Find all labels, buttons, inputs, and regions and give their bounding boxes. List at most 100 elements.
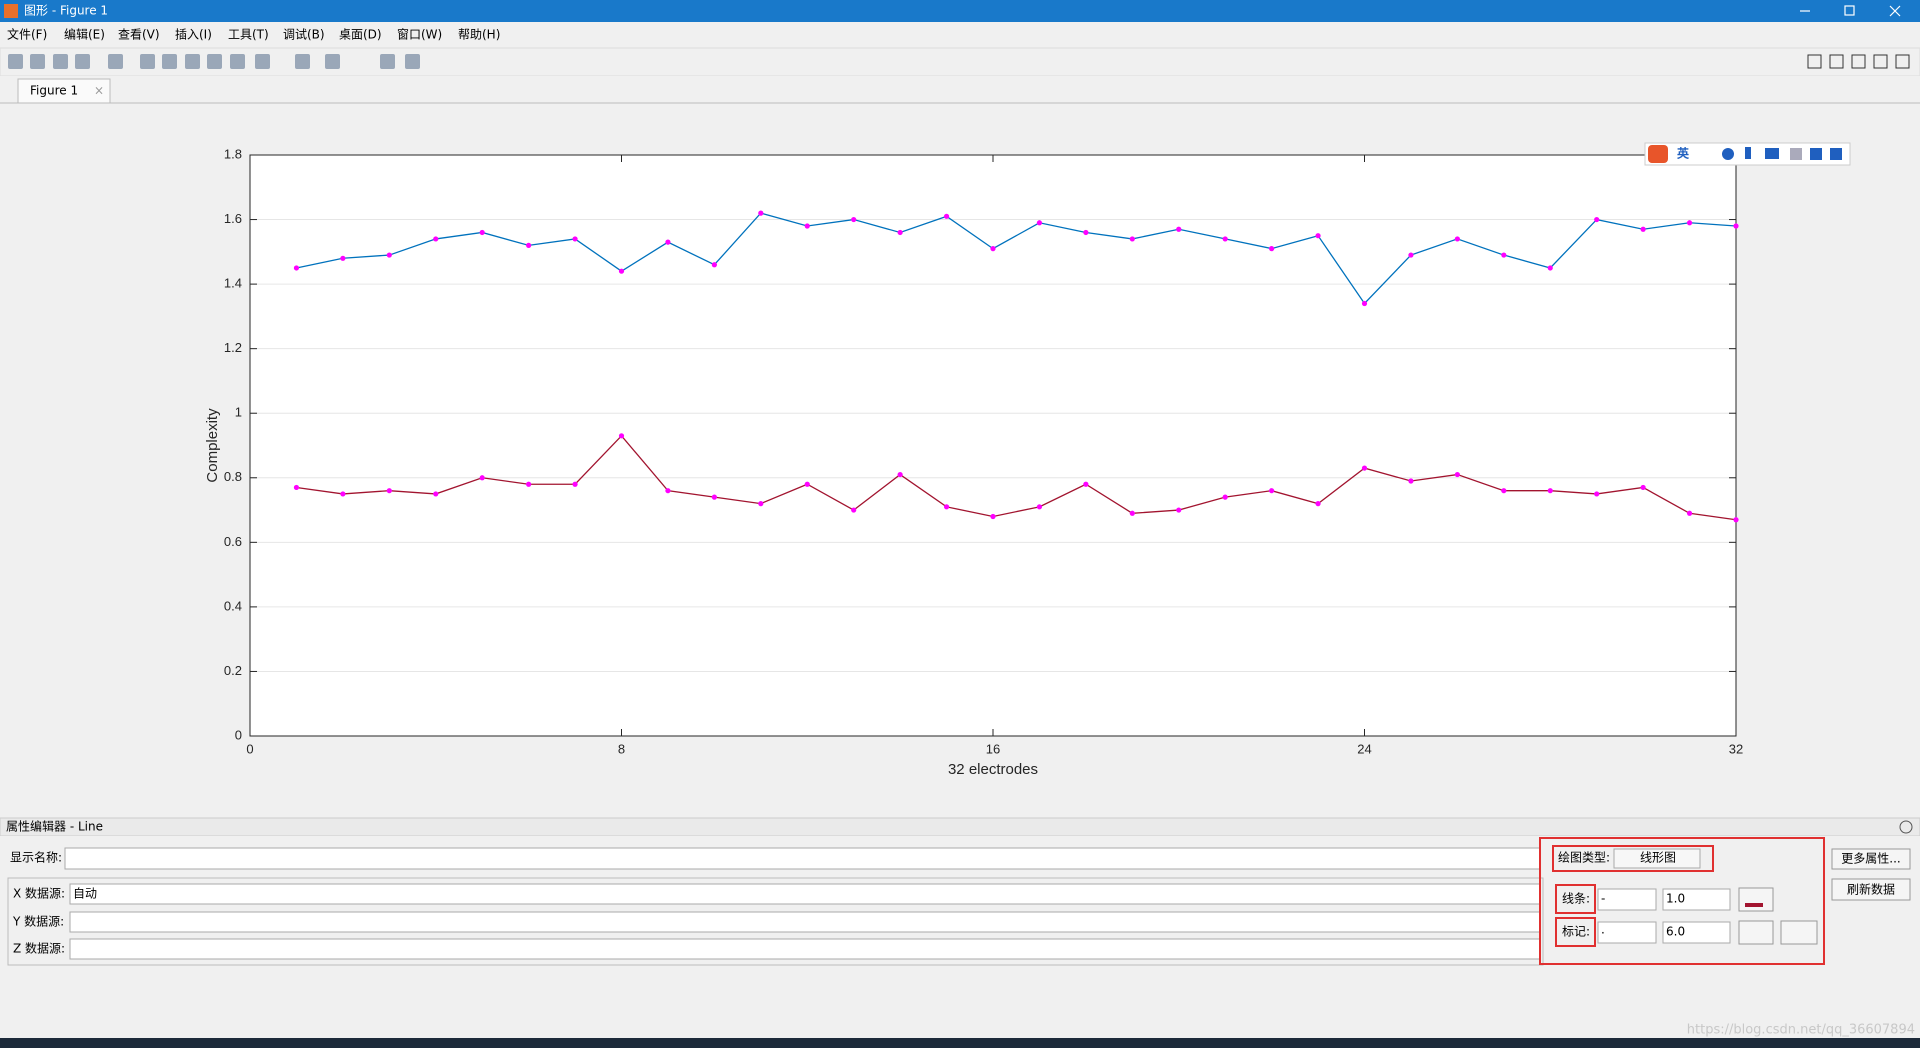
toolbar-button[interactable] (162, 54, 177, 69)
toolbar-button[interactable] (185, 54, 200, 69)
data-point (1269, 488, 1275, 494)
data-point (1222, 236, 1228, 242)
line-width-value: 1.0 (1666, 892, 1685, 906)
data-point (1176, 226, 1182, 232)
toolbar (0, 47, 1920, 77)
data-point (479, 475, 485, 481)
x-axis-label: 32 electrodes (948, 761, 1038, 778)
z-source-input[interactable] (69, 938, 1541, 960)
marker-style-value: . (1601, 923, 1605, 937)
ime-language[interactable]: 英 (1677, 146, 1690, 161)
plot-type-value: 线形图 (1640, 851, 1676, 865)
data-point (340, 255, 346, 261)
toolbar-button[interactable] (405, 54, 420, 69)
x-source-input[interactable] (69, 883, 1541, 905)
tab-label: Figure 1 (30, 84, 78, 98)
display-name-input[interactable] (64, 847, 1541, 870)
x-source-value: 自动 (73, 887, 97, 901)
z-source-label: Z 数据源: (13, 941, 65, 956)
data-point (804, 481, 810, 487)
data-point (897, 471, 903, 478)
marker-style-dropdown[interactable] (1597, 921, 1657, 944)
data-point (1269, 246, 1275, 252)
data-point (943, 504, 950, 510)
window-controls[interactable] (1800, 5, 1901, 17)
toolbar-button[interactable] (53, 54, 68, 69)
data-point (1454, 471, 1460, 478)
menu-item[interactable]: 调试(B) (283, 27, 325, 42)
data-point (526, 242, 532, 248)
data-point (1315, 233, 1321, 239)
toolbar-button[interactable] (380, 54, 395, 69)
data-point (1361, 465, 1368, 471)
y-source-label: Y 数据源: (12, 914, 64, 929)
menu-item[interactable]: 窗口(W) (397, 28, 442, 42)
data-source-group (7, 877, 1544, 966)
more-properties-label: 更多属性... (1841, 852, 1900, 866)
refresh-button[interactable] (1831, 878, 1911, 901)
data-point (618, 268, 625, 274)
plot-type-label: 绘图类型: (1558, 850, 1610, 865)
collapse-button[interactable] (1899, 820, 1913, 834)
line-style-dropdown[interactable] (1597, 888, 1657, 911)
menu-item[interactable]: 文件(F) (7, 27, 47, 42)
data-point (293, 484, 300, 491)
x-tick-label: 24 (1357, 741, 1371, 756)
menu-item[interactable]: 插入(I) (175, 28, 212, 42)
line-width-dropdown[interactable] (1662, 888, 1731, 911)
marker-fill-button[interactable] (1738, 920, 1774, 945)
data-point (1361, 300, 1368, 307)
toolbar-button[interactable] (75, 54, 90, 69)
data-point (1408, 478, 1414, 484)
data-point (1733, 517, 1739, 523)
more-properties-button[interactable] (1831, 848, 1911, 870)
toolbar-button[interactable] (8, 54, 23, 69)
display-name-label: 显示名称: (10, 850, 62, 865)
menu-item[interactable]: 桌面(D) (339, 28, 382, 42)
marker-edge-button[interactable] (1780, 920, 1818, 945)
axes-box (249, 154, 1737, 737)
y-source-input[interactable] (69, 911, 1541, 933)
watermark: https://blog.csdn.net/qq_36607894 (1687, 1023, 1915, 1038)
data-point (1501, 252, 1507, 258)
ime-icons (1722, 147, 1842, 160)
menu-item[interactable]: 工具(T) (228, 28, 269, 42)
layout-button[interactable] (1829, 54, 1844, 69)
layout-button[interactable] (1895, 54, 1910, 69)
toolbar-button[interactable] (140, 54, 155, 69)
toolbar-button[interactable] (230, 54, 245, 69)
highlight-box (1555, 917, 1596, 947)
data-point (1129, 510, 1135, 516)
menu-item[interactable]: 查看(V) (118, 28, 160, 42)
marker-size-value: 6.0 (1666, 925, 1685, 939)
marker-size-dropdown[interactable] (1662, 921, 1731, 944)
toolbar-button[interactable] (30, 54, 45, 69)
x-source-label: X 数据源: (13, 886, 65, 901)
toolbar-button[interactable] (207, 54, 222, 69)
data-point (758, 210, 764, 216)
y-tick-label: 0.6 (224, 534, 242, 549)
tab-close[interactable]: × (94, 84, 104, 98)
data-point (340, 491, 346, 497)
taskbar (0, 1038, 1920, 1048)
toolbar-button[interactable] (255, 54, 270, 69)
x-tick-label: 8 (618, 741, 625, 756)
data-point (1640, 226, 1646, 232)
line-color-button[interactable] (1738, 887, 1774, 912)
y-tick-label: 1.4 (224, 276, 242, 291)
layout-button[interactable] (1807, 54, 1822, 69)
toolbar-button[interactable] (108, 54, 123, 69)
plot-type-dropdown[interactable] (1613, 848, 1701, 869)
toolbar-button[interactable] (295, 54, 310, 69)
menu-item[interactable]: 编辑(E) (64, 27, 105, 42)
toolbar-button[interactable] (325, 54, 340, 69)
layout-button[interactable] (1873, 54, 1888, 69)
menu-item[interactable]: 帮助(H) (458, 28, 500, 42)
data-point (1547, 265, 1553, 271)
x-tick-label: 32 (1729, 741, 1743, 756)
line-style-value: - (1601, 892, 1605, 906)
data-point (386, 488, 392, 494)
layout-button[interactable] (1851, 54, 1866, 69)
